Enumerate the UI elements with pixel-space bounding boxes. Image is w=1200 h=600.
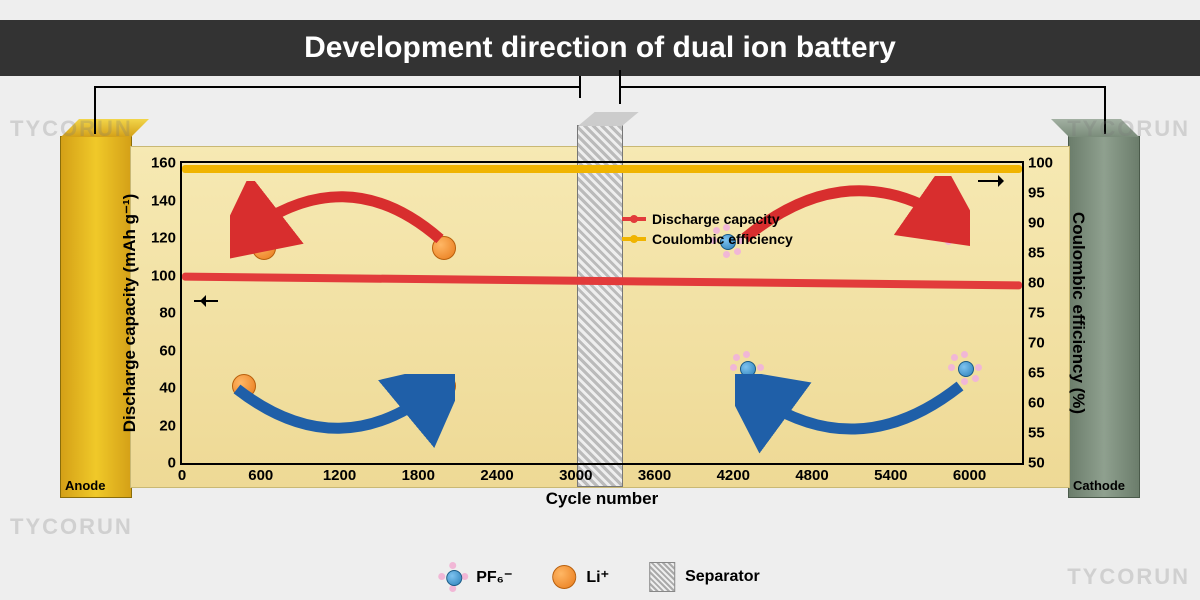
cathode-label: Cathode <box>1073 478 1125 493</box>
legend-efficiency: Coulombic efficiency <box>622 231 793 247</box>
x-tick: 2400 <box>480 463 513 484</box>
circuit-wire <box>1104 86 1106 134</box>
x-axis-label: Cycle number <box>546 489 658 509</box>
y-right-tick: 70 <box>1022 335 1045 352</box>
page-title: Development direction of dual ion batter… <box>304 31 896 65</box>
circuit-wire <box>619 70 621 104</box>
separator-swatch-icon <box>649 562 675 592</box>
bottom-legend: PF₆⁻ Li⁺ Separator <box>440 562 760 592</box>
y-right-tick: 50 <box>1022 455 1045 472</box>
x-tick: 0 <box>178 463 186 484</box>
y-left-tick: 100 <box>151 267 182 284</box>
y-right-tick: 65 <box>1022 365 1045 382</box>
x-tick: 1200 <box>323 463 356 484</box>
x-tick: 1800 <box>402 463 435 484</box>
y-left-tick: 160 <box>151 155 182 172</box>
legend-li: Li⁺ <box>552 565 609 589</box>
legend-capacity: Discharge capacity <box>622 211 780 227</box>
x-tick: 3000 <box>559 463 592 484</box>
plot-area: 0204060801001201401605055606570758085909… <box>182 163 1022 463</box>
legend-separator: Separator <box>649 562 760 592</box>
y-left-tick: 60 <box>159 342 182 359</box>
y-right-tick: 60 <box>1022 395 1045 412</box>
watermark: TYCORUN <box>1067 564 1190 590</box>
y-right-tick: 90 <box>1022 215 1045 232</box>
left-axis-indicator-icon <box>194 291 226 311</box>
legend-pf6: PF₆⁻ <box>440 564 512 590</box>
y-left-tick: 120 <box>151 230 182 247</box>
legend-sep-label: Separator <box>685 568 760 586</box>
x-tick: 3600 <box>638 463 671 484</box>
y-right-tick: 80 <box>1022 275 1045 292</box>
x-tick: 5400 <box>874 463 907 484</box>
legend-li-label: Li⁺ <box>586 567 609 587</box>
y-left-tick: 80 <box>159 305 182 322</box>
efficiency-series <box>182 165 1022 173</box>
y-left-tick: 20 <box>159 417 182 434</box>
circuit-wire <box>621 86 1106 88</box>
circuit-wire <box>94 86 96 134</box>
y-right-tick: 85 <box>1022 245 1045 262</box>
legend-capacity-label: Discharge capacity <box>652 211 780 227</box>
y-left-axis-label: Discharge capacity (mAh g⁻¹) <box>120 194 140 433</box>
x-tick: 4800 <box>795 463 828 484</box>
title-bar: Development direction of dual ion batter… <box>0 20 1200 76</box>
x-tick: 600 <box>248 463 273 484</box>
cycling-chart: 0204060801001201401605055606570758085909… <box>180 161 1024 465</box>
anode-label: Anode <box>65 478 105 493</box>
legend-pf6-label: PF₆⁻ <box>476 567 512 587</box>
right-axis-indicator-icon <box>978 171 1010 191</box>
x-tick: 4200 <box>717 463 750 484</box>
circuit-wire <box>579 76 581 98</box>
y-right-tick: 75 <box>1022 305 1045 322</box>
x-tick: 6000 <box>953 463 986 484</box>
y-left-tick: 140 <box>151 192 182 209</box>
y-right-tick: 55 <box>1022 425 1045 442</box>
y-right-axis-label: Coulombic efficiency (%) <box>1068 212 1088 414</box>
legend-efficiency-label: Coulombic efficiency <box>652 231 793 247</box>
diagram-container: Anode Cathode <box>0 76 1200 600</box>
y-right-tick: 100 <box>1022 155 1053 172</box>
y-right-tick: 95 <box>1022 185 1045 202</box>
watermark: TYCORUN <box>10 514 133 540</box>
y-left-tick: 40 <box>159 380 182 397</box>
circuit-wire <box>94 86 579 88</box>
